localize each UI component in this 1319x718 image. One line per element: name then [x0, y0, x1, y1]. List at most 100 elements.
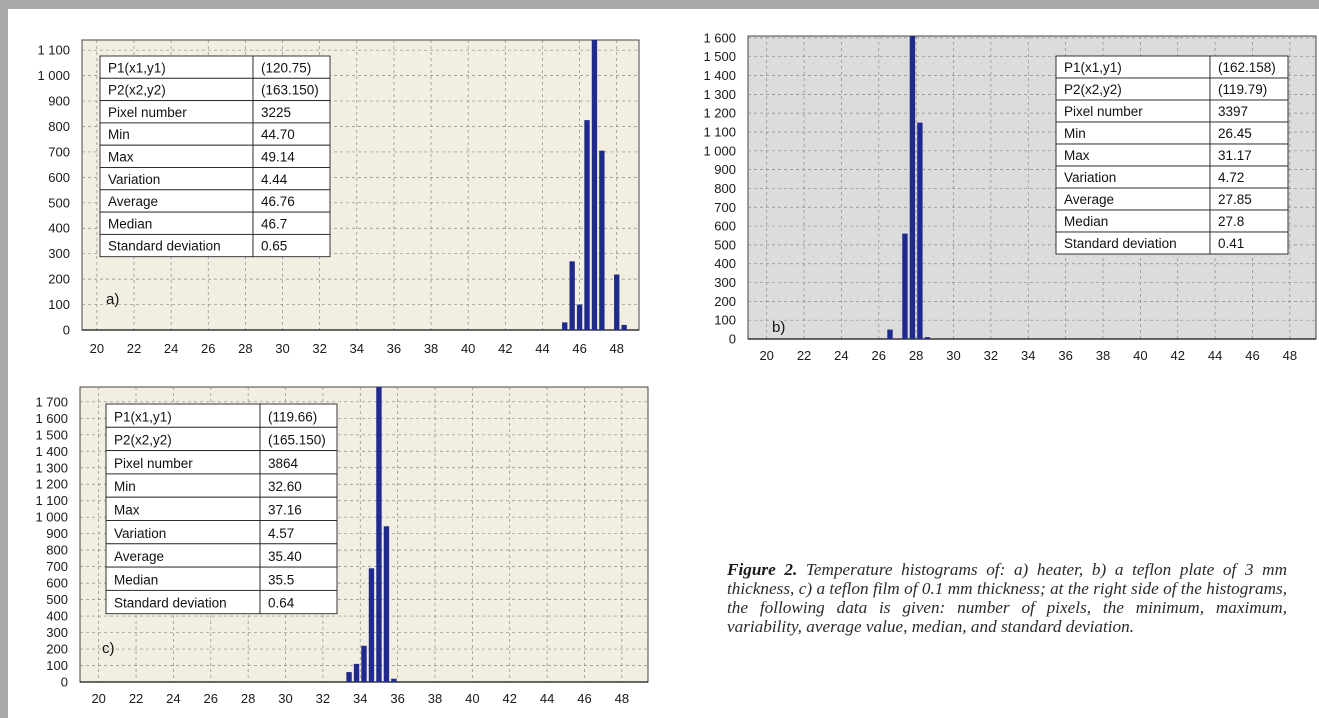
stats-label: Min: [1064, 126, 1086, 141]
x-tick-label: 30: [275, 341, 289, 356]
stats-label: Standard deviation: [108, 239, 221, 254]
stats-label: Min: [114, 479, 136, 494]
y-tick-label: 600: [46, 576, 68, 591]
y-tick-label: 1 500: [35, 427, 68, 442]
panel-label: a): [106, 291, 119, 308]
y-tick-label: 1 300: [703, 87, 736, 102]
y-tick-label: 1 600: [35, 411, 68, 426]
y-tick-label: 1 100: [35, 493, 68, 508]
histogram-bar: [614, 274, 620, 330]
stats-label: P2(x2,y2): [1064, 82, 1122, 97]
x-tick-label: 44: [1208, 348, 1222, 363]
y-tick-label: 100: [714, 313, 736, 328]
x-tick-label: 42: [503, 691, 517, 706]
histogram-bar: [383, 526, 390, 682]
histogram-bar: [361, 645, 367, 682]
stats-label: P1(x1,y1): [114, 409, 172, 424]
stats-label: P2(x2,y2): [108, 83, 166, 98]
stats-label: P1(x1,y1): [108, 60, 166, 75]
stats-value: 0.41: [1218, 236, 1244, 251]
caption-label: Figure 2.: [727, 560, 798, 579]
histogram-bar: [621, 324, 627, 330]
x-tick-label: 20: [759, 348, 773, 363]
x-tick-label: 46: [1245, 348, 1259, 363]
top-border: [0, 0, 1319, 9]
y-tick-label: 1 500: [703, 49, 736, 64]
y-tick-label: 1 200: [703, 106, 736, 121]
y-tick-label: 1 000: [37, 68, 70, 83]
x-tick-label: 40: [465, 691, 479, 706]
stats-value: 37.16: [268, 503, 302, 518]
stats-value-cell: [1209, 231, 1289, 255]
panel-label: b): [772, 319, 785, 336]
y-tick-label: 500: [714, 237, 736, 252]
x-tick-label: 30: [946, 348, 960, 363]
stats-label: Median: [108, 216, 152, 231]
stats-value: 46.7: [261, 216, 287, 231]
x-tick-label: 30: [278, 691, 292, 706]
stats-label: Max: [1064, 148, 1090, 163]
y-tick-label: 300: [714, 275, 736, 290]
y-tick-label: 1 200: [35, 477, 68, 492]
x-tick-label: 42: [498, 341, 512, 356]
histogram-bar: [924, 337, 931, 339]
x-tick-label: 20: [91, 691, 105, 706]
stats-label: Min: [108, 127, 130, 142]
stats-value: 35.40: [268, 549, 302, 564]
stats-value: 3397: [1218, 104, 1248, 119]
x-tick-label: 44: [540, 691, 554, 706]
histogram-bar: [584, 120, 590, 330]
plot-area: 20 22 24 26 28 30 32 34 36 38 40 42 44 46 48 0 100 200 300…: [703, 30, 1317, 363]
y-tick-label: 1 400: [35, 444, 68, 459]
stats-label: Variation: [108, 172, 160, 187]
y-tick-label: 1 000: [35, 510, 68, 525]
stats-value-cell: [252, 233, 331, 258]
y-tick-label: 300: [46, 625, 68, 640]
stats-value: (119.66): [268, 409, 317, 424]
stats-label: Average: [114, 549, 164, 564]
histogram-bar: [376, 387, 382, 682]
y-tick-label: 300: [48, 246, 70, 261]
stats-value: (162.158): [1218, 60, 1276, 75]
y-tick-label: 1 700: [35, 394, 68, 409]
stats-table: P1(x1,y1) (119.66) P2(x2,y2) (165.150) Pixel…: [105, 403, 338, 615]
y-tick-label: 600: [714, 219, 736, 234]
y-tick-label: 1 300: [35, 460, 68, 475]
y-tick-label: 0: [63, 323, 70, 338]
stats-value: 4.44: [261, 172, 288, 187]
y-tick-label: 700: [46, 559, 68, 574]
y-tick-label: 700: [48, 144, 70, 159]
x-tick-label: 22: [129, 691, 143, 706]
x-tick-label: 28: [238, 341, 252, 356]
left-border: [0, 0, 8, 718]
y-tick-label: 800: [714, 181, 736, 196]
y-tick-label: 0: [61, 675, 68, 690]
y-tick-label: 200: [48, 272, 70, 287]
y-tick-label: 0: [729, 332, 736, 347]
x-tick-label: 36: [387, 341, 401, 356]
stats-value: 44.70: [261, 127, 295, 142]
x-tick-label: 32: [984, 348, 998, 363]
x-tick-label: 28: [909, 348, 923, 363]
y-tick-label: 1 600: [703, 30, 736, 45]
stats-value: 27.8: [1218, 214, 1244, 229]
stats-value: 4.72: [1218, 170, 1244, 185]
x-tick-label: 24: [164, 341, 178, 356]
stats-value: 26.45: [1218, 126, 1252, 141]
x-tick-label: 26: [204, 691, 218, 706]
x-tick-label: 22: [797, 348, 811, 363]
histogram-bar: [887, 329, 893, 339]
histogram-bar: [353, 663, 360, 682]
histogram-bar: [591, 40, 598, 330]
y-tick-label: 400: [48, 221, 70, 236]
histogram-bar: [917, 122, 923, 339]
y-tick-label: 700: [714, 200, 736, 215]
panel-label: c): [102, 640, 115, 657]
y-tick-label: 1 000: [703, 143, 736, 158]
y-tick-label: 900: [46, 526, 68, 541]
x-tick-label: 38: [424, 341, 438, 356]
stats-label: Average: [1064, 192, 1114, 207]
stats-label: Pixel number: [1064, 104, 1143, 119]
x-tick-label: 34: [1021, 348, 1035, 363]
